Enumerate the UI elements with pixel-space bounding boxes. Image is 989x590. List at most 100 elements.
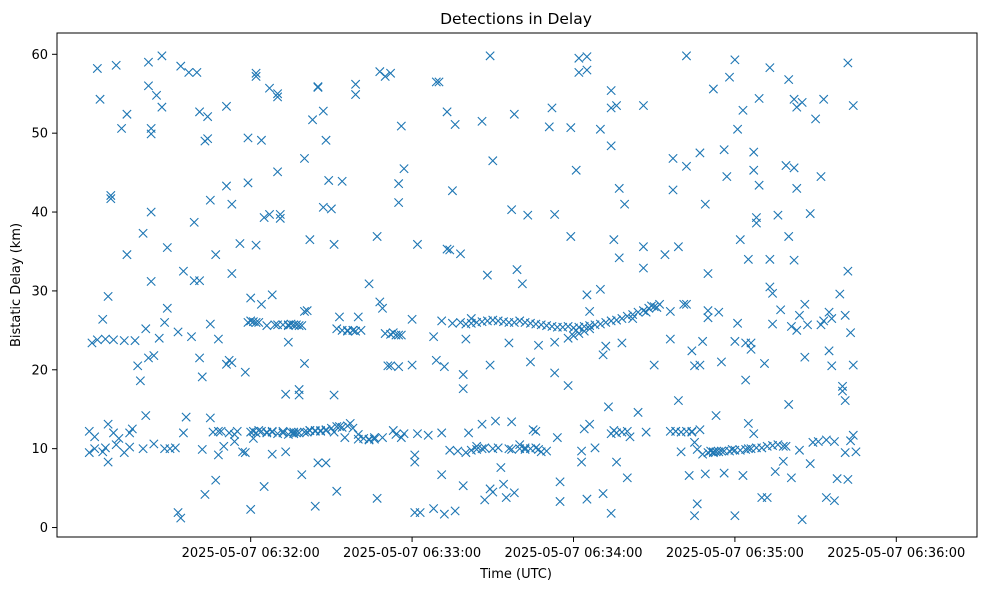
data-point-marker xyxy=(568,331,579,341)
data-point-marker xyxy=(146,129,156,139)
data-point-marker xyxy=(689,437,700,447)
data-point-marker xyxy=(272,320,283,330)
data-point-marker xyxy=(447,318,458,328)
data-point-marker xyxy=(649,360,659,370)
data-point-marker xyxy=(848,430,858,440)
data-point-marker xyxy=(149,439,159,449)
data-point-marker xyxy=(533,444,544,455)
data-point-marker xyxy=(138,228,148,238)
data-point-marker xyxy=(512,265,522,275)
data-point-marker xyxy=(351,89,361,100)
data-point-marker xyxy=(127,424,137,434)
x-tick-label: 2025-05-07 06:35:00 xyxy=(666,546,804,561)
data-point-marker xyxy=(342,421,353,431)
data-point-marker xyxy=(687,427,697,437)
data-point-marker xyxy=(100,443,111,453)
data-point-marker xyxy=(611,100,622,111)
data-point-marker xyxy=(437,470,447,480)
data-point-marker xyxy=(824,346,834,356)
data-point-marker xyxy=(151,90,162,100)
data-point-marker xyxy=(749,429,759,439)
x-tick-label: 2025-05-07 06:33:00 xyxy=(343,546,481,561)
y-tick-label: 60 xyxy=(31,48,48,63)
data-point-marker xyxy=(749,165,759,175)
data-point-marker xyxy=(275,213,285,223)
data-point-marker xyxy=(698,336,708,346)
data-point-marker xyxy=(751,443,762,453)
data-point-marker xyxy=(695,148,705,158)
data-point-marker xyxy=(364,279,374,289)
plot-frame xyxy=(56,32,978,538)
data-point-marker xyxy=(396,433,406,443)
data-point-marker xyxy=(369,433,380,443)
data-point-marker xyxy=(681,51,692,61)
data-point-marker xyxy=(399,164,409,174)
data-point-marker xyxy=(111,60,121,70)
data-point-marker xyxy=(224,428,234,438)
data-point-marker xyxy=(579,326,589,336)
data-point-marker xyxy=(550,337,560,347)
data-point-marker xyxy=(776,305,786,315)
data-point-marker xyxy=(321,135,331,145)
data-point-marker xyxy=(412,239,423,249)
data-point-marker xyxy=(313,82,323,92)
data-point-marker xyxy=(485,360,495,370)
data-point-marker xyxy=(270,320,280,330)
data-point-marker xyxy=(372,493,382,503)
data-point-marker xyxy=(194,276,205,286)
data-point-marker xyxy=(184,67,194,78)
data-point-marker xyxy=(353,429,363,440)
data-point-marker xyxy=(743,444,753,454)
data-point-marker xyxy=(256,135,267,145)
data-point-marker xyxy=(103,457,113,467)
data-point-marker xyxy=(135,376,145,386)
data-point-marker xyxy=(722,171,732,182)
data-point-marker xyxy=(176,61,186,71)
data-point-marker xyxy=(310,501,320,511)
data-point-marker xyxy=(480,443,490,453)
data-point-marker xyxy=(445,445,455,455)
data-point-marker xyxy=(789,94,799,104)
data-point-marker xyxy=(240,448,250,458)
data-point-marker xyxy=(143,81,154,91)
data-point-marker xyxy=(641,427,651,437)
data-point-marker xyxy=(797,515,807,525)
data-point-marker xyxy=(439,362,449,372)
data-point-marker xyxy=(461,334,471,344)
data-point-marker xyxy=(100,334,111,344)
data-point-marker xyxy=(765,254,775,264)
data-point-marker xyxy=(399,429,409,439)
data-point-marker xyxy=(299,427,310,437)
data-point-marker xyxy=(835,289,845,299)
data-point-marker xyxy=(200,489,210,499)
data-point-marker xyxy=(792,183,802,193)
data-point-marker xyxy=(611,315,622,325)
data-point-marker xyxy=(95,94,105,104)
data-point-marker xyxy=(767,288,778,298)
data-point-marker xyxy=(622,311,632,321)
data-point-marker xyxy=(450,506,460,516)
data-point-marker xyxy=(318,202,328,212)
data-point-marker xyxy=(848,360,858,370)
data-point-marker xyxy=(318,106,328,116)
y-axis-title: Bistatic Delay (km) xyxy=(9,223,24,347)
data-point-marker xyxy=(507,417,517,427)
data-point-marker xyxy=(517,279,527,289)
data-point-marker xyxy=(585,419,595,429)
data-point-marker xyxy=(598,350,608,360)
data-point-marker xyxy=(197,444,207,455)
data-point-marker xyxy=(574,53,584,63)
data-point-marker xyxy=(509,317,519,328)
data-point-marker xyxy=(531,443,541,453)
data-point-marker xyxy=(611,457,622,467)
data-point-marker xyxy=(407,314,417,324)
data-point-marker xyxy=(601,317,611,328)
data-point-marker xyxy=(482,270,492,280)
data-point-marker xyxy=(620,199,630,209)
data-point-marker xyxy=(415,507,425,518)
data-point-marker xyxy=(614,253,624,263)
data-point-marker xyxy=(213,426,223,436)
data-point-marker xyxy=(837,386,848,396)
data-point-marker xyxy=(281,447,291,457)
data-point-marker xyxy=(246,293,256,303)
